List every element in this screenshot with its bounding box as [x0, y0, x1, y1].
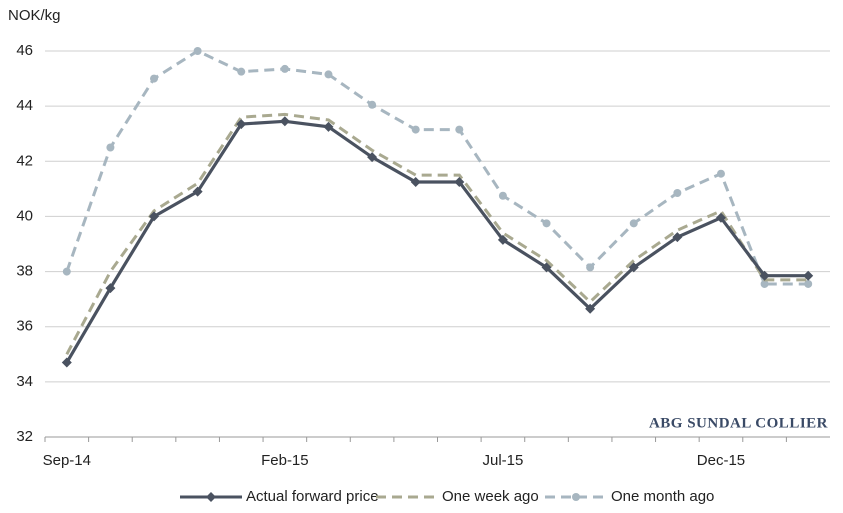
data-point [585, 303, 596, 314]
data-point [279, 116, 290, 127]
y-tick-label: 32 [16, 428, 33, 445]
legend-label: One month ago [611, 488, 714, 505]
data-point [455, 125, 464, 134]
data-point [759, 270, 770, 281]
data-point [149, 211, 160, 222]
data-point [106, 143, 115, 152]
data-point [105, 283, 116, 294]
data-point [236, 119, 247, 130]
y-tick-label: 38 [16, 263, 33, 280]
data-point [542, 219, 551, 228]
data-point [497, 234, 508, 245]
data-point [192, 186, 203, 197]
data-point [368, 100, 377, 109]
x-tick-label: Sep-14 [43, 452, 91, 469]
y-tick-label: 42 [16, 152, 33, 169]
legend-label: One week ago [442, 488, 539, 505]
data-point [541, 262, 552, 273]
data-point [586, 263, 595, 272]
y-tick-label: 44 [16, 97, 33, 114]
data-point [367, 152, 378, 163]
data-point [280, 64, 289, 73]
series-line [65, 112, 809, 355]
data-point [715, 212, 726, 223]
data-point [323, 121, 334, 132]
y-tick-label: 34 [16, 373, 33, 390]
data-point [672, 232, 683, 243]
y-tick-label: 40 [16, 207, 33, 224]
x-tick-label: Feb-15 [261, 452, 309, 469]
data-point [454, 176, 465, 187]
data-point [324, 70, 333, 79]
watermark: ABG SUNDAL COLLIER [649, 415, 828, 431]
series-line [65, 119, 809, 364]
data-point [629, 219, 638, 228]
y-tick-label: 46 [16, 42, 33, 59]
x-tick-label: Jul-15 [482, 452, 523, 469]
data-point [410, 176, 421, 187]
legend-marker [572, 493, 580, 501]
series-line [65, 49, 809, 286]
data-point [760, 279, 769, 288]
y-tick-label: 36 [16, 318, 33, 335]
data-point [193, 47, 202, 55]
data-point [150, 74, 159, 83]
data-point [803, 270, 814, 281]
data-point [61, 357, 72, 368]
data-point [804, 279, 813, 288]
data-point [673, 188, 682, 197]
data-point [411, 125, 420, 134]
data-point [628, 262, 639, 273]
y-axis-label: NOK/kg [8, 7, 61, 24]
data-point [498, 191, 507, 200]
data-point [62, 267, 71, 276]
legend-label: Actual forward price [246, 488, 379, 505]
data-point [716, 169, 725, 178]
legend-marker [206, 492, 216, 502]
x-tick-label: Dec-15 [697, 452, 745, 469]
data-point [237, 67, 246, 76]
